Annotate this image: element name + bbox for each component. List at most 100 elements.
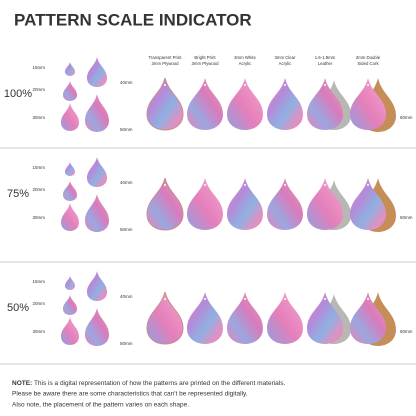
- size-label: 40mm: [120, 294, 133, 299]
- size-label: 15mm: [32, 279, 45, 284]
- hole: [204, 184, 206, 186]
- material-header-text: Transparent Print 3mm Plywood: [148, 55, 182, 66]
- hole: [244, 184, 246, 186]
- material-shape: [267, 292, 303, 344]
- size-label: 30mm: [32, 215, 45, 220]
- material-header-line: Acrylic: [239, 61, 253, 66]
- material-shape: [267, 178, 303, 230]
- hole: [367, 84, 369, 86]
- size-label: 50mm: [120, 127, 133, 132]
- material-header-line: Sided Cork: [357, 61, 379, 66]
- sample-shape: [87, 271, 107, 301]
- hole: [324, 298, 326, 300]
- hole: [324, 84, 326, 86]
- hole: [284, 184, 286, 186]
- material-shape: [187, 178, 223, 230]
- material-header: Transparent Print 3mm Plywood: [148, 55, 182, 66]
- material-shape: [267, 78, 303, 130]
- size-label: 15mm: [32, 165, 45, 170]
- size-label: 60mm: [400, 115, 413, 120]
- material-header: 1.6-1.8mm Leather: [315, 55, 336, 66]
- material-header-text: 2mm Double Sided Cork: [356, 55, 381, 66]
- material-header: 3mm White Acrylic: [234, 55, 256, 66]
- material-shape: [227, 178, 263, 230]
- material-header: 2mm Double Sided Cork: [356, 55, 381, 66]
- size-label: 30mm: [32, 329, 45, 334]
- hole: [164, 184, 166, 186]
- sample-shape: [63, 81, 77, 101]
- sample-shape: [85, 194, 109, 232]
- hole: [284, 298, 286, 300]
- sample-shape: [87, 157, 107, 187]
- sample-shape: [61, 203, 79, 231]
- note-label: NOTE:: [12, 380, 32, 387]
- hole: [367, 184, 369, 186]
- material-header-text: 3mm Clear Acrylic: [274, 55, 296, 66]
- material-header-line: Transparent Print: [148, 55, 182, 60]
- size-label: 15mm: [32, 65, 45, 70]
- material-header-line: 3mm White: [234, 55, 256, 60]
- material-header-line: Leather: [318, 61, 333, 66]
- hole: [367, 298, 369, 300]
- size-label: 60mm: [400, 215, 413, 220]
- sample-shape: [65, 276, 75, 290]
- hole: [244, 84, 246, 86]
- hole: [324, 184, 326, 186]
- note-text: This is a digital representation of how …: [34, 380, 286, 387]
- material-shape: [307, 78, 343, 130]
- material-header-line: Acrylic: [279, 61, 293, 66]
- material-shape: [146, 77, 184, 131]
- material-header-text: 1.6-1.8mm Leather: [315, 55, 336, 66]
- title: PATTERN SCALE INDICATOR: [14, 10, 252, 29]
- material-shape: [227, 292, 263, 344]
- size-label: 20mm: [32, 301, 45, 306]
- sample-shape: [63, 295, 77, 315]
- sample-shape: [61, 317, 79, 345]
- sample-shape: [85, 94, 109, 132]
- scale-label: 75%: [7, 188, 29, 200]
- size-label: 20mm: [32, 87, 45, 92]
- note-line: Please be aware there are some character…: [12, 391, 248, 398]
- note-line: Also note, the placement of the pattern …: [12, 402, 189, 409]
- material-shape: [227, 78, 263, 130]
- hole: [284, 84, 286, 86]
- sample-shape: [65, 62, 75, 76]
- material-shape: [350, 292, 386, 344]
- hole: [204, 298, 206, 300]
- material-shape: [187, 292, 223, 344]
- size-label: 30mm: [32, 115, 45, 120]
- size-label: 60mm: [400, 329, 413, 334]
- hole: [164, 298, 166, 300]
- scale-label: 100%: [4, 88, 32, 100]
- material-header: Bright Print 3mm Plywood: [192, 55, 220, 66]
- size-label: 40mm: [120, 180, 133, 185]
- material-shape: [350, 78, 386, 130]
- sample-shape: [65, 162, 75, 176]
- material-header-text: Bright Print 3mm Plywood: [192, 55, 220, 66]
- sample-shape: [61, 103, 79, 131]
- size-label: 40mm: [120, 80, 133, 85]
- scale-label: 50%: [7, 302, 29, 314]
- material-header-line: Bright Print: [194, 55, 216, 60]
- material-header: 3mm Clear Acrylic: [274, 55, 296, 66]
- size-label: 50mm: [120, 227, 133, 232]
- sample-shape: [63, 181, 77, 201]
- size-label: 50mm: [120, 341, 133, 346]
- material-shape: [146, 177, 184, 231]
- material-header-text: 3mm White Acrylic: [234, 55, 256, 66]
- material-header-line: 1.6-1.8mm: [315, 55, 336, 60]
- material-shape: [350, 178, 386, 230]
- sample-shape: [85, 308, 109, 346]
- note-line: NOTE: This is a digital representation o…: [12, 380, 285, 387]
- hole: [204, 84, 206, 86]
- size-label: 20mm: [32, 187, 45, 192]
- material-shape: [187, 78, 223, 130]
- sample-shape: [87, 57, 107, 87]
- hole: [164, 84, 166, 86]
- material-header-line: 2mm Double: [356, 55, 381, 60]
- material-header-line: 3mm Plywood: [192, 61, 220, 66]
- material-shape: [307, 292, 343, 344]
- hole: [244, 298, 246, 300]
- material-shape: [146, 291, 184, 345]
